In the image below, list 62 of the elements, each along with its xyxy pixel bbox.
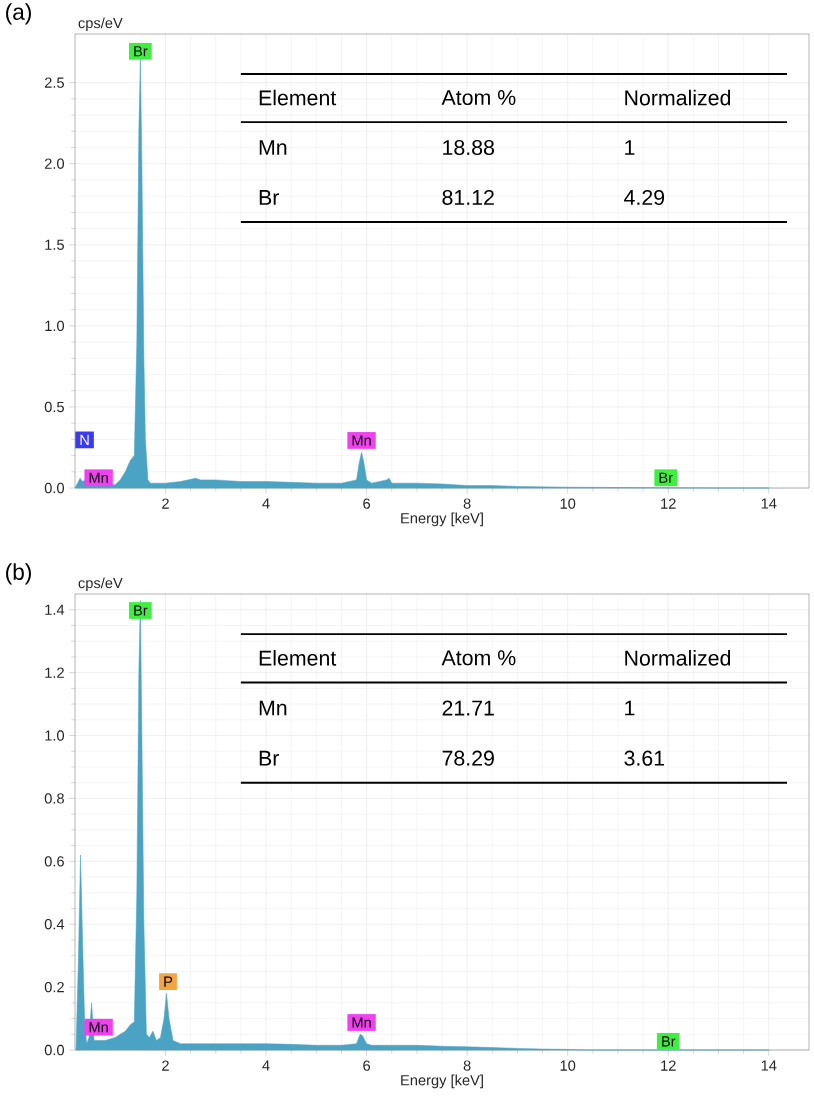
annotation: 4.29 [624, 189, 665, 205]
annotation: Mn [89, 472, 108, 483]
annotation: Element [259, 89, 337, 106]
annotation: Br [259, 750, 280, 766]
annotation: Br [259, 190, 280, 205]
y-tick-label: 0.0 [44, 1044, 65, 1056]
annotation: Normalized [625, 650, 731, 666]
y-tick-label: 1.5 [45, 239, 64, 250]
x-tick-label: 12 [661, 1060, 676, 1071]
y-tick-label: 2.0 [44, 158, 65, 169]
y-tick-label: 1.0 [45, 320, 65, 332]
annotation: 18.88 [443, 139, 494, 156]
annotation: N [80, 434, 89, 445]
x-tick-label: 2 [162, 498, 169, 509]
y-tick-label: 2.5 [44, 77, 64, 88]
chart-title: (a) [6, 3, 31, 25]
x-axis-title: Energy [keV] [401, 1074, 483, 1089]
annotation: P [164, 976, 173, 987]
x-tick-label: 14 [761, 1060, 777, 1071]
annotation: Mn [352, 435, 371, 446]
x-tick-label: 2 [162, 1060, 169, 1071]
annotation: Br [134, 605, 148, 616]
y-tick-label: 0.5 [44, 401, 64, 413]
annotation: Normalized [625, 89, 731, 106]
y-tick-label: 0.2 [44, 981, 64, 993]
annotation: 1 [625, 700, 635, 716]
y-tick-label: 0.4 [44, 919, 65, 930]
annotation: Mn [259, 700, 287, 716]
annotation: 1 [625, 140, 635, 155]
y-tick-label: 1.2 [45, 667, 64, 678]
annotation: Element [259, 650, 337, 666]
y-tick-label: 0.8 [44, 793, 64, 804]
y-tick-label: 0.6 [44, 856, 64, 867]
annotation: Br [662, 1036, 676, 1047]
annotation: Mn [259, 140, 287, 155]
chart-title: (b) [6, 563, 31, 585]
annotation: Atom % [441, 90, 516, 106]
y-tick-label: 1.4 [45, 604, 65, 615]
y-tick-label: 1.0 [45, 730, 65, 741]
y-axis-title: cps/eV [78, 577, 123, 592]
annotation: 81.12 [442, 189, 494, 205]
x-tick-label: 10 [560, 498, 576, 509]
x-axis-title: Energy [keV] [401, 512, 483, 527]
annotation: 21.71 [442, 700, 494, 716]
annotation: Mn [352, 1017, 371, 1028]
x-tick-label: 10 [560, 1060, 576, 1071]
annotation: 3.61 [624, 750, 665, 766]
x-tick-label: 4 [262, 1060, 270, 1071]
annotation: Mn [89, 1022, 108, 1033]
annotation: 78.29 [442, 750, 494, 766]
y-axis-title: cps/eV [78, 17, 123, 32]
x-tick-label: 6 [363, 498, 371, 509]
x-tick-label: 8 [463, 498, 471, 509]
x-tick-label: 8 [463, 1060, 471, 1071]
y-tick-label: 0.0 [44, 482, 65, 494]
annotation: Br [659, 472, 673, 483]
x-tick-label: 4 [262, 498, 270, 509]
x-tick-label: 6 [363, 1060, 371, 1071]
x-tick-label: 12 [661, 498, 676, 509]
annotation: Atom % [441, 650, 516, 666]
annotation: Br [134, 46, 148, 57]
x-tick-label: 14 [761, 498, 777, 509]
